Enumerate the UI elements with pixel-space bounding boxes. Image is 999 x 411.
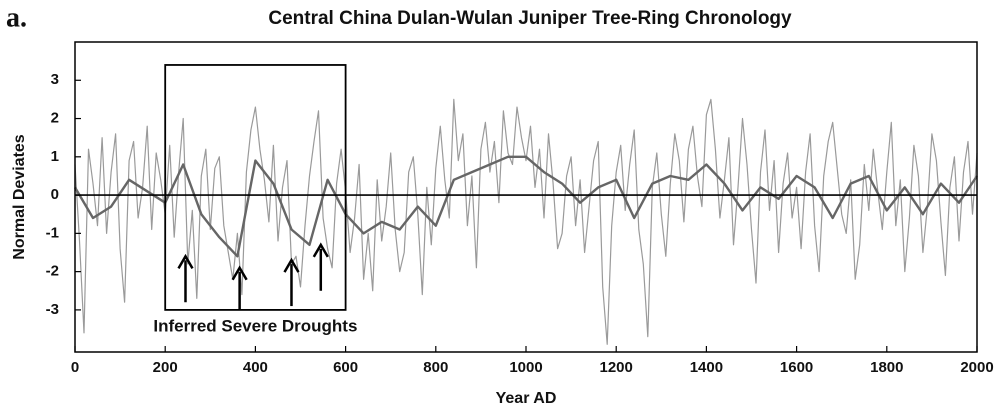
x-tick-label: 0: [71, 359, 79, 376]
panel-label: a.: [6, 2, 27, 33]
x-tick-label: 1000: [509, 359, 542, 376]
x-tick-label: 1200: [600, 359, 633, 376]
y-axis-label: Normal Deviates: [11, 134, 28, 259]
x-tick-label: 800: [423, 359, 448, 376]
arrow-head: [283, 257, 300, 273]
y-tick-label: 0: [51, 186, 59, 203]
data-line: [73, 155, 978, 258]
plot-frame: [74, 41, 978, 353]
annotation-text: Inferred Severe Droughts: [153, 316, 357, 335]
y-tick-label: 2: [51, 110, 59, 127]
y-tick-label: -3: [46, 301, 59, 318]
arrow-head: [177, 253, 194, 269]
arrow-head: [312, 242, 329, 258]
x-tick-label: 1600: [780, 359, 813, 376]
x-tick-label: 200: [153, 359, 178, 376]
x-tick-label: 600: [333, 359, 358, 376]
y-tick-label: 3: [51, 71, 59, 88]
x-tick-label: 1400: [690, 359, 723, 376]
x-tick-label: 1800: [870, 359, 903, 376]
chart-title: Central China Dulan-Wulan Juniper Tree-R…: [268, 8, 792, 29]
x-tick-label: 400: [243, 359, 268, 376]
y-tick-label: 1: [51, 148, 59, 165]
annotation-box: [164, 64, 347, 311]
y-tick-label: -1: [46, 224, 59, 241]
data-line: [74, 98, 978, 345]
x-tick-label: 2000: [960, 359, 993, 376]
y-tick-label: -2: [46, 263, 59, 280]
x-axis-label: Year AD: [496, 390, 557, 407]
arrow-head: [231, 265, 248, 281]
